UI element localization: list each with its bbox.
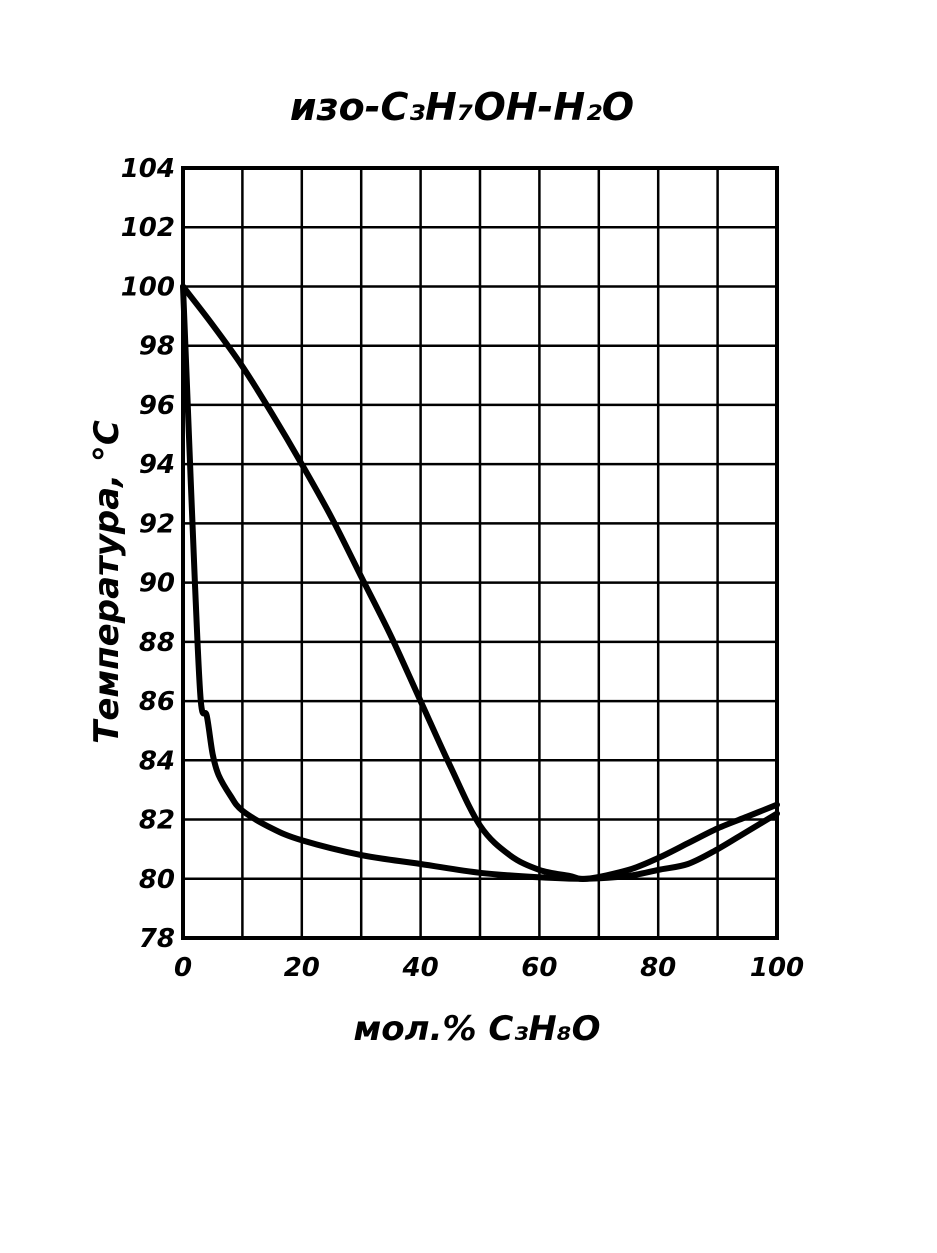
y-tick-label: 82 [139,806,175,836]
series-line-upper [180,283,780,883]
y-tick-label: 90 [139,569,175,599]
y-tick-label: 98 [139,332,175,362]
y-tick-label: 80 [139,865,175,895]
y-tick-label: 88 [139,628,175,658]
x-tick-label: 60 [521,953,557,983]
x-axis-label: мол.% C₃H₈O [354,1009,601,1049]
x-tick-label: 40 [402,953,439,983]
y-tick-label: 94 [139,450,175,480]
y-tick-label: 102 [121,213,175,243]
y-tick-label: 104 [121,154,175,184]
y-tick-label: 96 [139,391,175,421]
y-tick-label: 86 [139,687,175,717]
x-tick-label: 0 [174,953,192,983]
y-tick-label: 78 [139,924,175,954]
x-tick-label: 80 [640,953,676,983]
series-layer [180,283,780,883]
y-tick-label: 100 [121,272,175,302]
y-axis-label: Температура, °C [87,420,127,744]
y-tick-labels: 78 80 82 84 86 88 90 92 94 96 98 100 102 104 [121,154,175,954]
x-tick-label: 100 [750,953,804,983]
series-line-lower [180,283,780,882]
x-tick-label: 20 [284,953,320,983]
plot-frame [181,166,779,940]
y-tick-label: 84 [139,746,175,776]
y-tick-label: 92 [139,509,175,539]
x-tick-labels: 0 20 40 60 80 100 [174,953,804,983]
chart-title: изо-C₃H₇OH-H₂O [290,85,634,129]
